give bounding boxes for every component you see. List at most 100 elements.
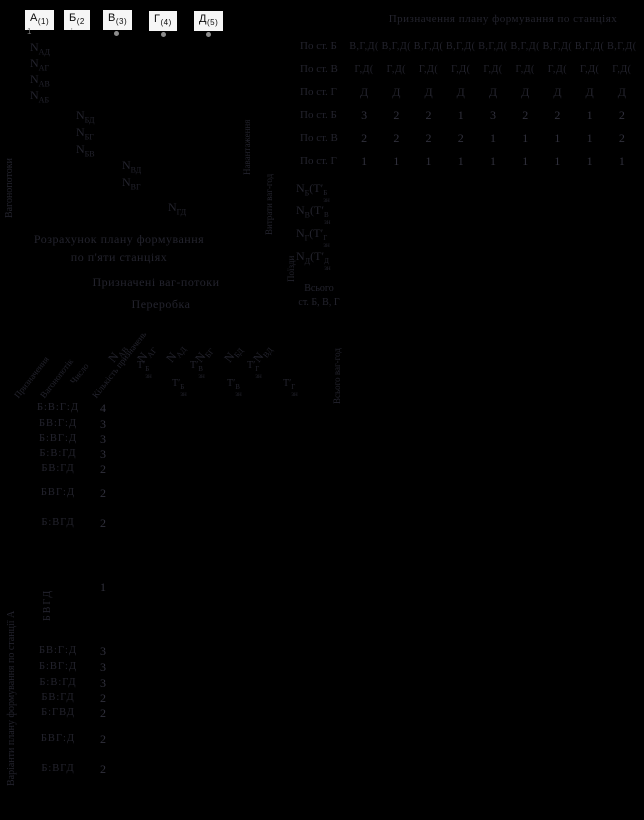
- flow-n: N: [30, 72, 39, 86]
- variant-count: 4: [100, 401, 106, 415]
- score-cell: Г,Д(: [483, 64, 503, 75]
- variant-label: Б:В:ГД: [39, 448, 77, 459]
- score-row-label: По ст. Б: [300, 109, 337, 121]
- formula-paren: (: [310, 249, 315, 263]
- flow-n: N: [168, 200, 177, 214]
- score-cell: Г,Д(: [515, 64, 535, 75]
- score-cell: 2: [425, 108, 432, 122]
- formula-sub: зн: [323, 218, 331, 226]
- score-cell: В,Г,Д(: [478, 41, 508, 52]
- formula-t: Т′: [314, 203, 324, 217]
- flow-n: N: [76, 125, 85, 139]
- formula-nsub: Д: [304, 256, 311, 266]
- station-sub: (2: [76, 17, 85, 27]
- score-row-cells: 1 1 1 1 1 1 1 1 1: [348, 154, 638, 169]
- score-cell: 1: [425, 154, 432, 168]
- variant-label: БВ:Г:Д: [38, 418, 78, 429]
- t-sup: Б: [145, 365, 150, 373]
- station-name: Г: [154, 13, 161, 25]
- variant-label: Б:ГВД: [41, 707, 75, 718]
- station-name: Д: [199, 13, 207, 25]
- score-cell: В,Г,Д(: [446, 41, 476, 52]
- calc-caption-line1: Розрахунок плану формування: [33, 232, 205, 246]
- formula-t: Т′: [313, 181, 324, 195]
- score-cell: Д: [456, 85, 465, 99]
- station-box-a: А(1): [25, 10, 55, 31]
- score-cell: 1: [361, 154, 368, 168]
- score-row-cells: 2 2 2 2 1 1 1 1 2: [348, 131, 638, 146]
- flow-label: NБГ: [76, 125, 94, 141]
- flow-n: N: [122, 158, 131, 172]
- flow-label: NГД: [168, 200, 186, 216]
- flow-n: N: [30, 40, 39, 54]
- formula-paren: (: [309, 181, 314, 195]
- score-cell: 1: [489, 154, 496, 168]
- score-row-label: По ст. В: [300, 132, 338, 144]
- score-row-label: По ст. Б: [300, 40, 337, 52]
- flow-n: N: [76, 108, 85, 122]
- score-cell: Д: [585, 85, 594, 99]
- score-cell: В,Г,Д(: [413, 41, 444, 52]
- variant-count: 2: [100, 462, 106, 476]
- variant-count: 3: [100, 447, 106, 461]
- formula-sub: зн: [324, 264, 331, 272]
- score-cell: В,Г,Д(: [542, 41, 573, 52]
- variant-count: 3: [100, 676, 106, 690]
- variants-axis-label: Варіанти плану формування по станції А: [6, 610, 17, 786]
- station-sub: (1): [37, 17, 50, 27]
- flow-label: NАВ: [30, 72, 50, 88]
- score-cell: 1: [522, 154, 529, 168]
- flow-sub: АБ: [38, 95, 50, 105]
- formula-paren: (: [310, 203, 315, 217]
- flow-sub: ВД: [130, 165, 142, 175]
- flow-label: NАБ: [30, 88, 49, 104]
- station-sub: (5): [206, 18, 219, 28]
- score-table-title: Призначення плану формування по станціях: [388, 13, 618, 25]
- station-sub: (4): [160, 18, 172, 28]
- score-cell: Д: [392, 85, 401, 99]
- score-cell: В,Г,Д(: [349, 41, 379, 52]
- t-base: Т′: [283, 378, 292, 389]
- formula-n: N: [296, 249, 305, 263]
- t-sup: Б: [180, 383, 185, 391]
- mid-vertical-label-2: Витрати ваг-год: [264, 173, 274, 235]
- score-cell: 1: [554, 154, 561, 168]
- t-sub: зн: [291, 390, 298, 398]
- flow-sub: АГ: [38, 63, 50, 73]
- score-cell: 2: [522, 108, 529, 122]
- t-sup: В: [198, 365, 203, 373]
- station-name: А: [30, 12, 38, 24]
- score-cell: В,Г,Д(: [510, 41, 540, 52]
- wagon-flows-axis-label: Вагонопотоки: [4, 158, 15, 218]
- station-box-v: В(3): [103, 10, 133, 31]
- score-cell: Г,Д(: [612, 64, 632, 75]
- score-cell: 1: [522, 131, 529, 145]
- score-row-cells: Г,Д(Г,Д(Г,Д(Г,Д(Г,Д(Г,Д(Г,Д(Г,Д(Г,Д(: [348, 64, 638, 75]
- variant-count: 3: [100, 432, 106, 446]
- t-sup: В: [235, 383, 240, 391]
- t-base: Т′: [247, 360, 256, 371]
- station-tick-a: 1: [27, 27, 32, 36]
- formula-sup: Д: [324, 257, 329, 265]
- formula-n: N: [296, 203, 305, 217]
- variant-count: 1: [100, 580, 106, 594]
- variant-count: 3: [100, 417, 106, 431]
- score-cell: 1: [457, 154, 464, 168]
- variant-label: Б:ВГ:Д: [38, 661, 78, 672]
- station-name: В: [108, 12, 116, 24]
- flow-label: NВД: [122, 158, 141, 174]
- flow-sub: АВ: [38, 79, 50, 89]
- score-cell: 1: [586, 108, 593, 122]
- score-cell: Г,Д(: [547, 64, 568, 75]
- score-row-cells: В,Г,Д(В,Г,Д(В,Г,Д(В,Г,Д(В,Г,Д(В,Г,Д(В,Г,…: [348, 41, 638, 52]
- flow-sub: АД: [38, 47, 50, 57]
- variant-label: БВГ:Д: [40, 733, 76, 744]
- score-cell: Г,Д(: [451, 64, 471, 75]
